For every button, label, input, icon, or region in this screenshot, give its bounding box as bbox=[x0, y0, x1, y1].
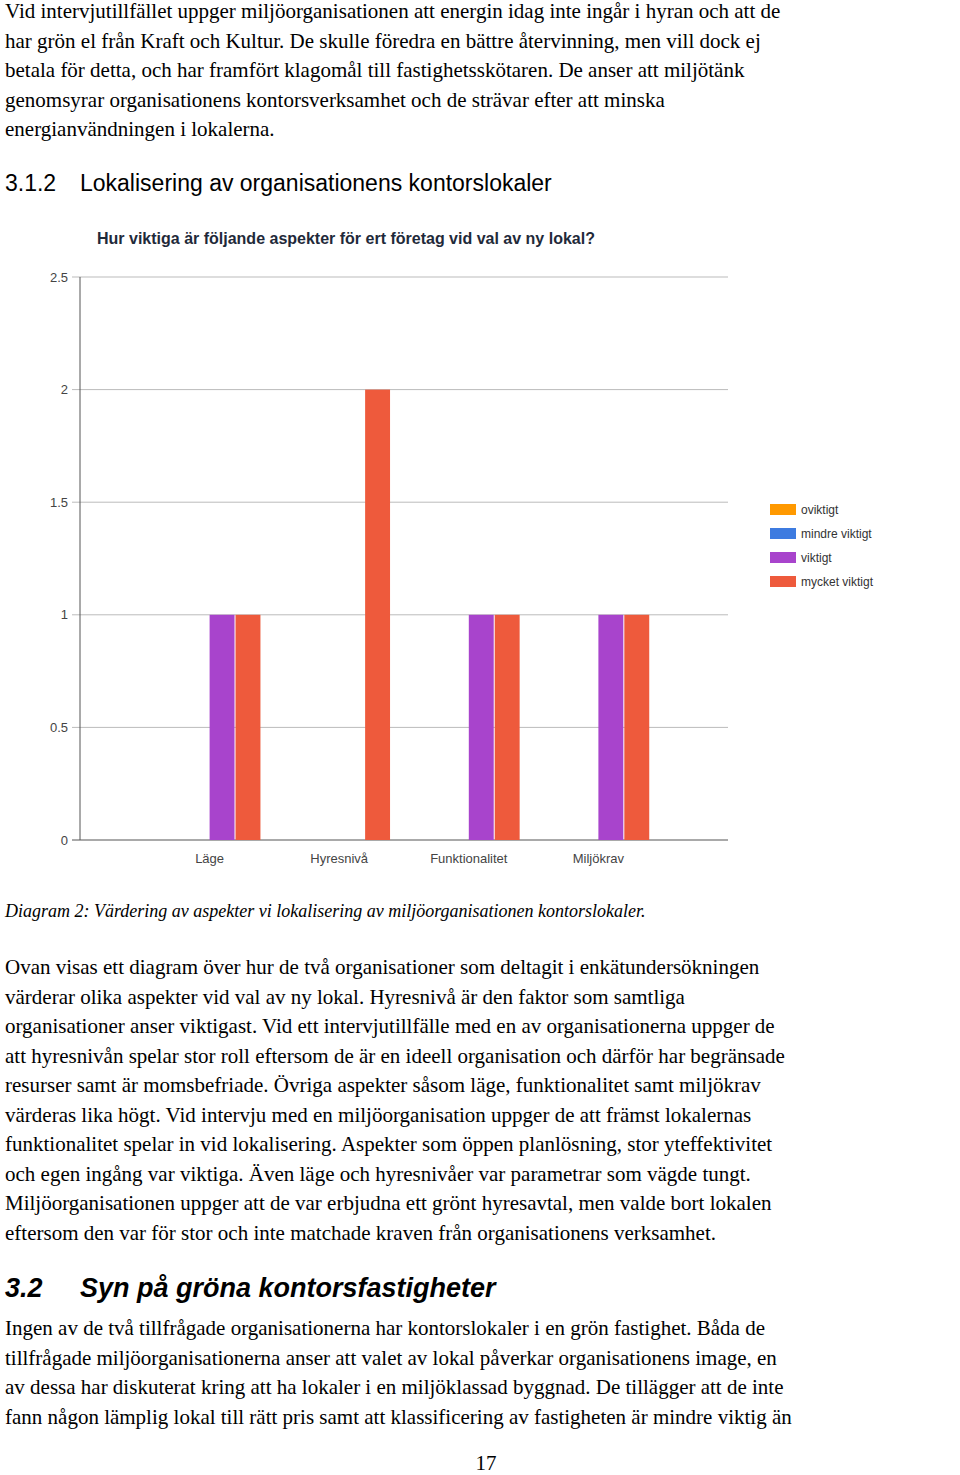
text-line: Ingen av de två tillfrågade organisation… bbox=[5, 1314, 765, 1344]
bar bbox=[547, 840, 572, 841]
text-line: har grön el från Kraft och Kultur. De sk… bbox=[5, 27, 761, 57]
grid-line bbox=[72, 277, 728, 278]
page-number: 17 bbox=[476, 1449, 497, 1475]
legend-swatch bbox=[770, 552, 796, 563]
figure-caption: Diagram 2: Värdering av aspekter vi loka… bbox=[5, 897, 646, 927]
bar bbox=[339, 840, 364, 841]
text-line: resurser samt är momsbefriade. Övriga as… bbox=[5, 1071, 761, 1101]
text-line: organisationer anser viktigast. Vid ett … bbox=[5, 1012, 775, 1042]
bar bbox=[495, 615, 520, 840]
text-line: Miljöorganisationen uppger att de var er… bbox=[5, 1189, 771, 1219]
text-line: Vid intervjutillfället uppger miljöorgan… bbox=[5, 0, 780, 27]
bar bbox=[313, 840, 338, 841]
section-title: Syn på gröna kontorsfastigheter bbox=[80, 1273, 496, 1304]
chart: Hur viktiga är följande aspekter för ert… bbox=[0, 0, 960, 900]
bar bbox=[287, 840, 312, 841]
tick-label: 1 bbox=[61, 607, 68, 622]
legend-label: mycket viktigt bbox=[801, 575, 874, 589]
bar bbox=[365, 390, 390, 840]
tick-label: 1.5 bbox=[50, 495, 68, 510]
chart-title: Hur viktiga är följande aspekter för ert… bbox=[97, 230, 595, 247]
text-line: att hyresnivån spelar stor roll eftersom… bbox=[5, 1042, 785, 1072]
bar bbox=[443, 840, 468, 841]
bar bbox=[210, 615, 235, 840]
grid-line bbox=[72, 502, 728, 503]
text-line: betala för detta, och har framfört klago… bbox=[5, 56, 744, 86]
legend-label: oviktigt bbox=[801, 503, 839, 517]
bar bbox=[469, 615, 494, 840]
text-line: värderas lika högt. Vid intervju med en … bbox=[5, 1101, 751, 1131]
legend-label: viktigt bbox=[801, 551, 832, 565]
bar bbox=[158, 840, 183, 841]
grid-line bbox=[72, 389, 728, 390]
text-line: eftersom den var för stor och inte match… bbox=[5, 1219, 716, 1249]
bar bbox=[417, 840, 442, 841]
category-label: Funktionalitet bbox=[430, 851, 508, 866]
category-label: Miljökrav bbox=[573, 851, 625, 866]
text-line: värderar olika aspekter vid val av ny lo… bbox=[5, 983, 685, 1013]
tick-label: 2 bbox=[61, 382, 68, 397]
bars bbox=[210, 390, 650, 840]
bar bbox=[624, 615, 649, 840]
category-label: Läge bbox=[195, 851, 224, 866]
text-line: tillfrågade miljöorganisationerna anser … bbox=[5, 1344, 777, 1374]
section-number: 3.2 bbox=[5, 1273, 43, 1304]
bar bbox=[184, 840, 209, 841]
tick-label: 2.5 bbox=[50, 270, 68, 285]
bar bbox=[572, 840, 597, 841]
tick-label: 0.5 bbox=[50, 720, 68, 735]
legend-swatch bbox=[770, 576, 796, 587]
text-line: genomsyrar organisationens kontorsverksa… bbox=[5, 86, 665, 116]
category-label: Hyresnivå bbox=[310, 851, 369, 866]
section-title: Lokalisering av organisationens kontorsl… bbox=[80, 170, 552, 197]
tick-label: 0 bbox=[61, 833, 68, 848]
legend-swatch bbox=[770, 528, 796, 539]
legend-label: mindre viktigt bbox=[801, 527, 872, 541]
text-line: Ovan visas ett diagram över hur de två o… bbox=[5, 953, 759, 983]
text-line: och egen ingång var viktiga. Även läge o… bbox=[5, 1160, 751, 1190]
bar bbox=[598, 615, 623, 840]
section-number: 3.1.2 bbox=[5, 170, 56, 197]
text-line: fann någon lämplig lokal till rätt pris … bbox=[5, 1403, 792, 1433]
text-line: energianvändningen i lokalerna. bbox=[5, 115, 275, 145]
legend-swatch bbox=[770, 504, 796, 515]
y-axis bbox=[80, 277, 81, 840]
bar bbox=[236, 615, 261, 840]
text-line: av dessa har diskuterat kring att ha lok… bbox=[5, 1373, 784, 1403]
text-line: funktionalitet spelar in vid lokaliserin… bbox=[5, 1130, 772, 1160]
